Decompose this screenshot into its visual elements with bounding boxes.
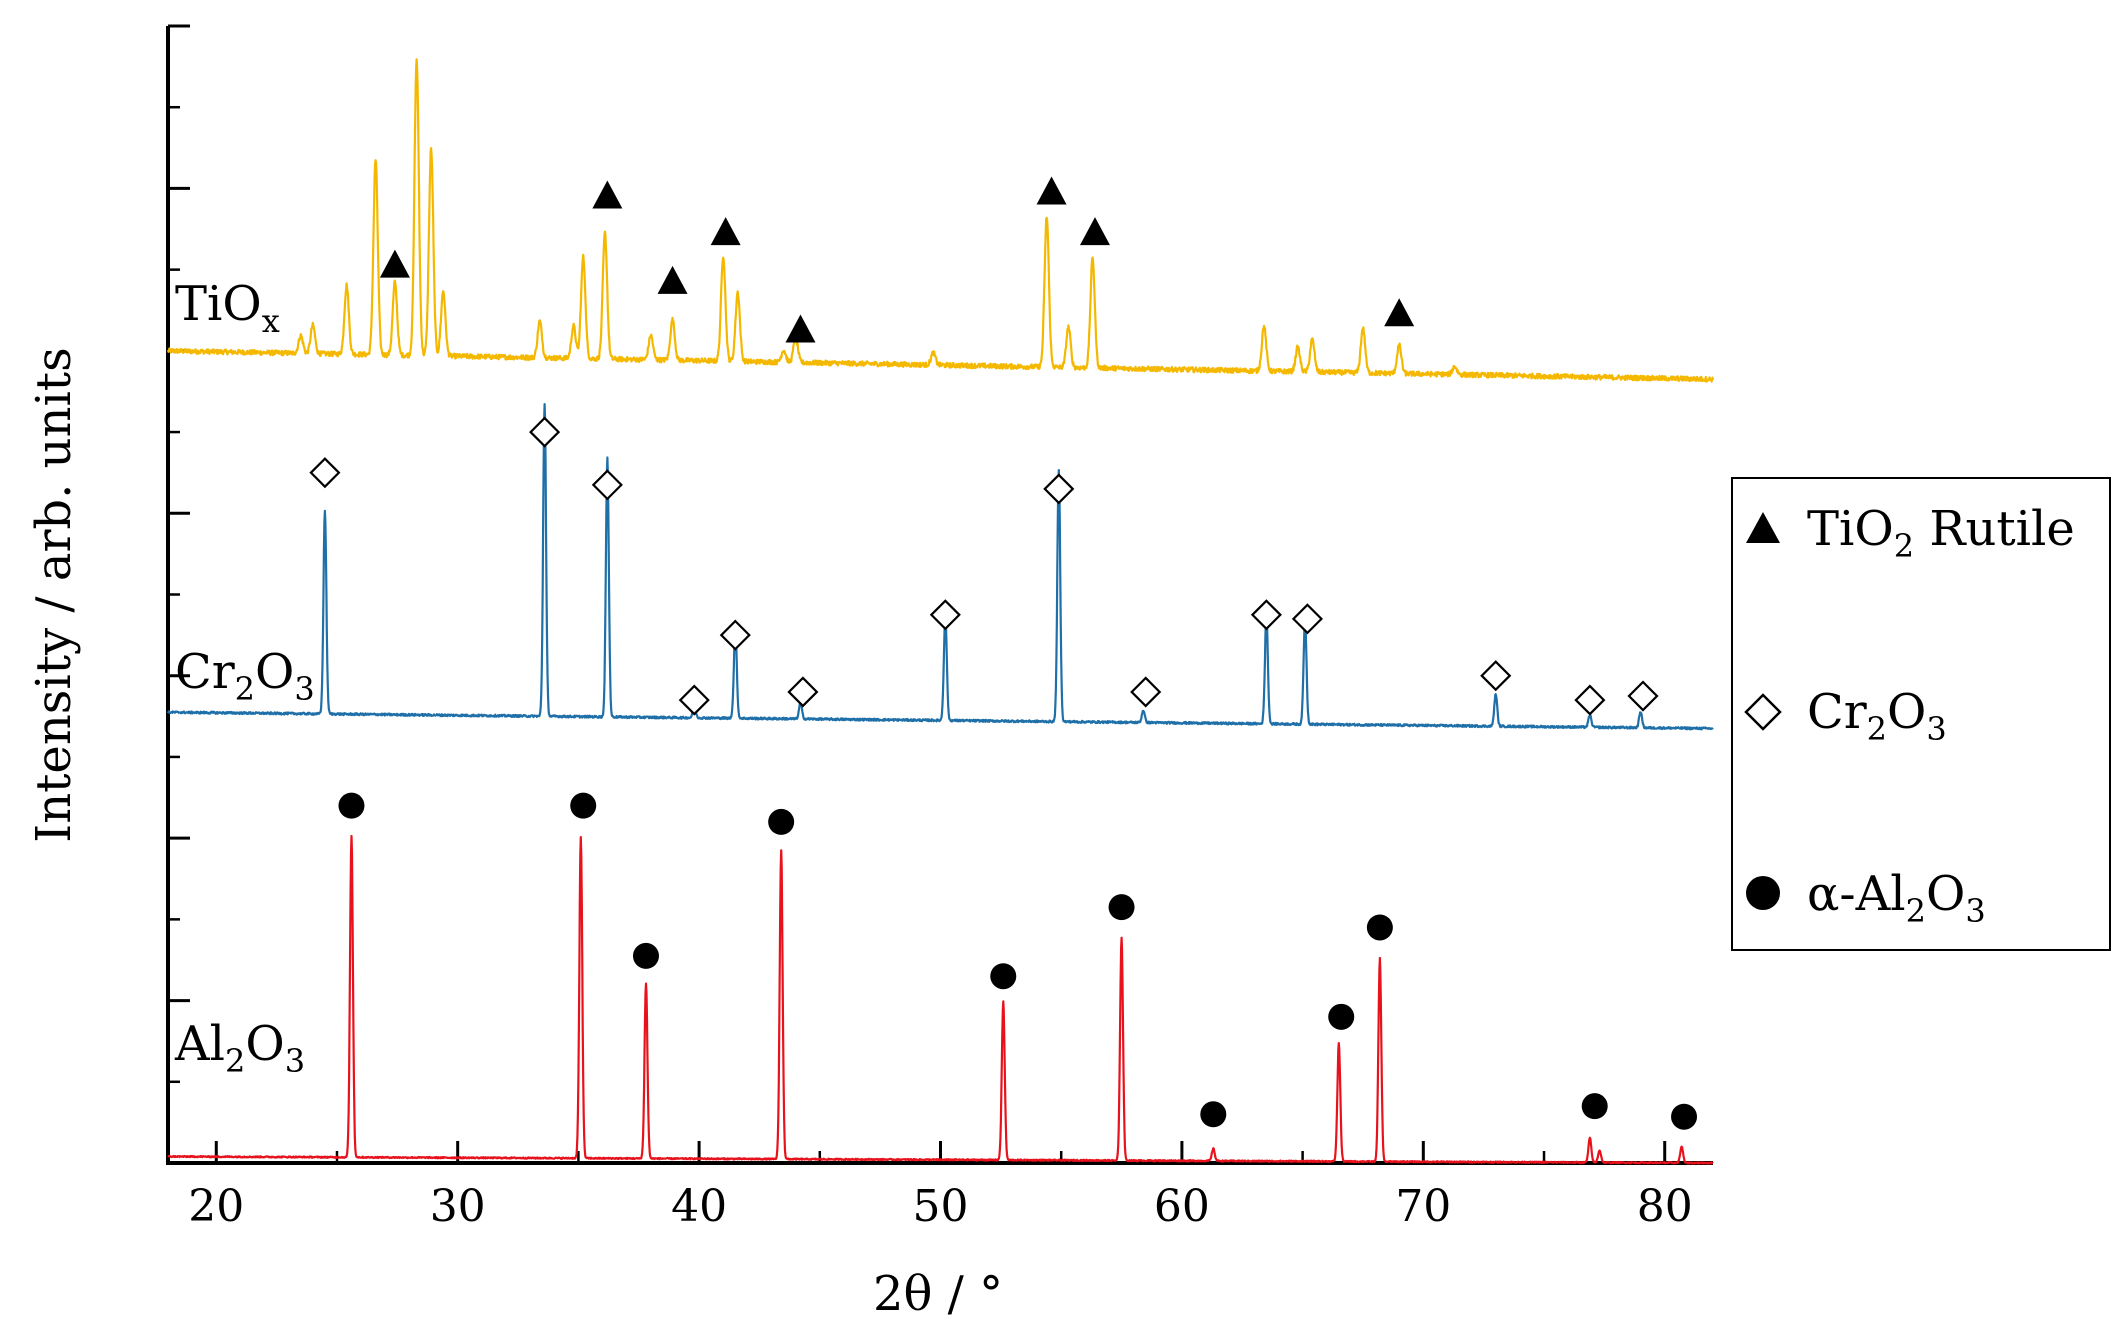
legend-cr2o3-sub2: 3 xyxy=(1926,710,1946,748)
legend-al2o3-sub2: 3 xyxy=(1965,892,1985,930)
legend-cr2o3-main: Cr xyxy=(1807,684,1867,740)
series-label-cr2o3: Cr2O3 xyxy=(175,644,315,708)
series-label-tiox: TiOx xyxy=(175,276,280,340)
peak-marker-cr2o3-1 xyxy=(529,416,561,448)
peak-marker-cr2o3-9 xyxy=(1250,599,1282,631)
peak-marker-tiox-0 xyxy=(379,249,410,278)
peak-marker-al2o3-4 xyxy=(990,963,1017,990)
legend-tio2-rest: Rutile xyxy=(1914,501,2075,557)
series-line-tiox xyxy=(166,58,1715,383)
peak-marker-al2o3-10 xyxy=(1671,1103,1698,1130)
series-label-al2o3-mid: O xyxy=(245,1016,284,1072)
peak-marker-al2o3-1 xyxy=(570,792,597,819)
peak-marker-cr2o3-13 xyxy=(1627,680,1659,712)
legend-item-tio2-rutile: TiO2 Rutile xyxy=(1746,501,2075,565)
peak-marker-cr2o3-0 xyxy=(309,457,341,489)
peak-marker-cr2o3-11 xyxy=(1480,660,1512,692)
legend-al2o3-mid: O xyxy=(1926,866,1965,922)
series-label-cr2o3-mid: O xyxy=(255,644,294,700)
peak-marker-al2o3-8 xyxy=(1366,914,1393,941)
series-label-al2o3-sub2: 3 xyxy=(285,1042,305,1080)
legend: TiO2 Rutile Cr2O3 α-Al2O3 xyxy=(1731,477,2111,951)
x-tick-label-30: 30 xyxy=(430,1181,486,1232)
peak-marker-cr2o3-2 xyxy=(591,469,623,501)
peak-marker-tiox-7 xyxy=(1384,298,1415,327)
series-label-al2o3: Al2O3 xyxy=(174,1016,305,1080)
peak-marker-tiox-3 xyxy=(710,217,741,246)
legend-al2o3-main: α-Al xyxy=(1807,866,1906,922)
peak-marker-cr2o3-4 xyxy=(719,619,751,651)
series-label-cr2o3-sub2: 3 xyxy=(294,670,314,708)
peak-marker-al2o3-3 xyxy=(768,808,795,835)
legend-item-alpha-al2o3: α-Al2O3 xyxy=(1746,866,1986,930)
filled-triangle-icon xyxy=(1746,512,1780,543)
legend-label-tio2-rutile: TiO2 Rutile xyxy=(1807,501,2075,565)
legend-cr2o3-mid: O xyxy=(1887,684,1926,740)
peak-marker-tiox-4 xyxy=(785,314,816,343)
marker-layer xyxy=(309,176,1698,1130)
series-label-cr2o3-sub1: 2 xyxy=(235,670,255,708)
peak-marker-cr2o3-5 xyxy=(787,676,819,708)
peak-marker-al2o3-9 xyxy=(1581,1093,1608,1120)
peak-marker-cr2o3-10 xyxy=(1291,603,1323,635)
x-tick-label-40: 40 xyxy=(671,1181,727,1232)
peak-marker-tiox-1 xyxy=(592,180,623,209)
y-axis-title: Intensity / arb. units xyxy=(26,347,82,842)
open-diamond-icon xyxy=(1744,693,1782,731)
legend-cr2o3-sub1: 2 xyxy=(1867,710,1887,748)
series-label-tiox-sub: x xyxy=(262,302,280,340)
peak-marker-al2o3-2 xyxy=(632,942,659,969)
x-axis-title: 2θ / ° xyxy=(873,1266,1003,1322)
peak-marker-cr2o3-7 xyxy=(1043,473,1075,505)
peak-marker-al2o3-7 xyxy=(1328,1003,1355,1030)
filled-circle-icon xyxy=(1746,876,1780,910)
legend-al2o3-sub1: 2 xyxy=(1906,892,1926,930)
y-ticks xyxy=(168,24,190,1084)
peak-marker-al2o3-6 xyxy=(1200,1101,1227,1128)
peak-marker-cr2o3-3 xyxy=(678,684,710,716)
legend-tio2-main: TiO xyxy=(1807,501,1894,557)
legend-label-alpha-al2o3: α-Al2O3 xyxy=(1807,866,1986,930)
peak-marker-al2o3-0 xyxy=(338,792,365,819)
series-line-al2o3 xyxy=(167,834,1714,1165)
series-layer xyxy=(166,58,1715,1165)
x-ticks: 20 30 40 50 60 70 80 xyxy=(188,1141,1693,1232)
series-label-cr2o3-main: Cr xyxy=(175,644,235,700)
x-tick-label-20: 20 xyxy=(188,1181,244,1232)
series-label-al2o3-sub1: 2 xyxy=(225,1042,245,1080)
legend-tio2-sub: 2 xyxy=(1894,527,1914,565)
legend-box xyxy=(1731,477,2111,951)
x-tick-label-80: 80 xyxy=(1637,1181,1693,1232)
series-label-al2o3-main: Al xyxy=(174,1016,225,1072)
peak-marker-cr2o3-8 xyxy=(1130,676,1162,708)
series-label-tiox-main: TiO xyxy=(175,276,262,332)
peak-marker-tiox-2 xyxy=(657,265,688,294)
peak-marker-tiox-6 xyxy=(1080,217,1110,246)
legend-item-cr2o3: Cr2O3 xyxy=(1744,684,1947,748)
x-tick-label-60: 60 xyxy=(1154,1181,1210,1232)
peak-marker-cr2o3-6 xyxy=(929,599,961,631)
peak-marker-cr2o3-12 xyxy=(1574,684,1606,716)
peak-marker-tiox-5 xyxy=(1036,176,1067,205)
series-line-cr2o3 xyxy=(166,403,1714,731)
x-tick-label-50: 50 xyxy=(913,1181,969,1232)
peak-marker-al2o3-5 xyxy=(1108,894,1135,921)
x-tick-label-70: 70 xyxy=(1395,1181,1451,1232)
legend-label-cr2o3: Cr2O3 xyxy=(1807,684,1947,748)
